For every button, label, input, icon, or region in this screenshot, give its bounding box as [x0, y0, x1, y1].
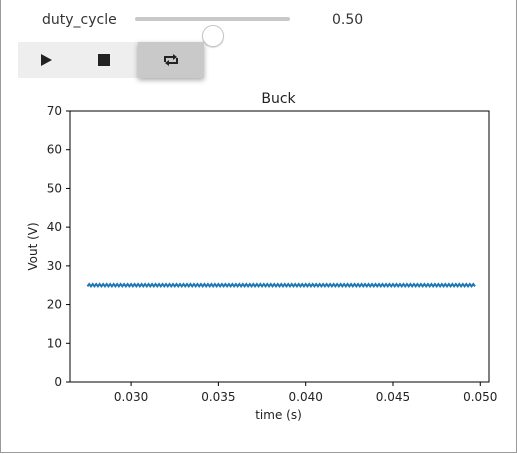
y-tick-label: 20 — [47, 298, 62, 312]
y-tick-label: 30 — [47, 259, 62, 273]
slider-value: 0.50 — [332, 12, 364, 28]
stop-button[interactable] — [76, 42, 132, 78]
y-axis-label: Vout (V) — [26, 222, 40, 270]
slider-track[interactable] — [135, 17, 290, 47]
chart-title: Buck — [261, 91, 296, 107]
x-tick-label: 0.050 — [463, 390, 497, 404]
y-tick-label: 60 — [47, 143, 62, 157]
y-tick-label: 50 — [47, 181, 62, 195]
y-tick-label: 70 — [47, 104, 62, 118]
play-icon — [40, 54, 52, 66]
loop-button[interactable] — [138, 42, 204, 78]
slider-label: duty_cycle — [42, 12, 117, 28]
x-tick-label: 0.030 — [114, 390, 148, 404]
x-tick-label: 0.045 — [376, 390, 410, 404]
x-tick-label: 0.035 — [201, 390, 235, 404]
x-tick-label: 0.040 — [289, 390, 323, 404]
vout-series-line — [86, 282, 476, 289]
x-axis: 0.030 0.035 0.040 0.045 0.050 — [114, 382, 497, 404]
loop-icon — [164, 54, 178, 66]
y-tick-label: 0 — [54, 375, 62, 389]
buck-chart: Buck 0 10 20 30 40 50 60 70 0.030 0.035 0.040 0.04… — [26, 91, 497, 422]
y-tick-label: 10 — [47, 336, 62, 350]
duty-cycle-slider-row: duty_cycle 0.50 — [0, 0, 517, 47]
play-button[interactable] — [18, 42, 74, 78]
x-axis-label: time (s) — [255, 408, 302, 422]
y-tick-label: 40 — [47, 220, 62, 234]
y-axis: 0 10 20 30 40 50 60 70 — [47, 104, 70, 389]
playback-controls — [18, 42, 204, 78]
plot-area — [69, 110, 490, 383]
slider-handle[interactable] — [201, 25, 224, 47]
stop-icon — [98, 54, 110, 66]
